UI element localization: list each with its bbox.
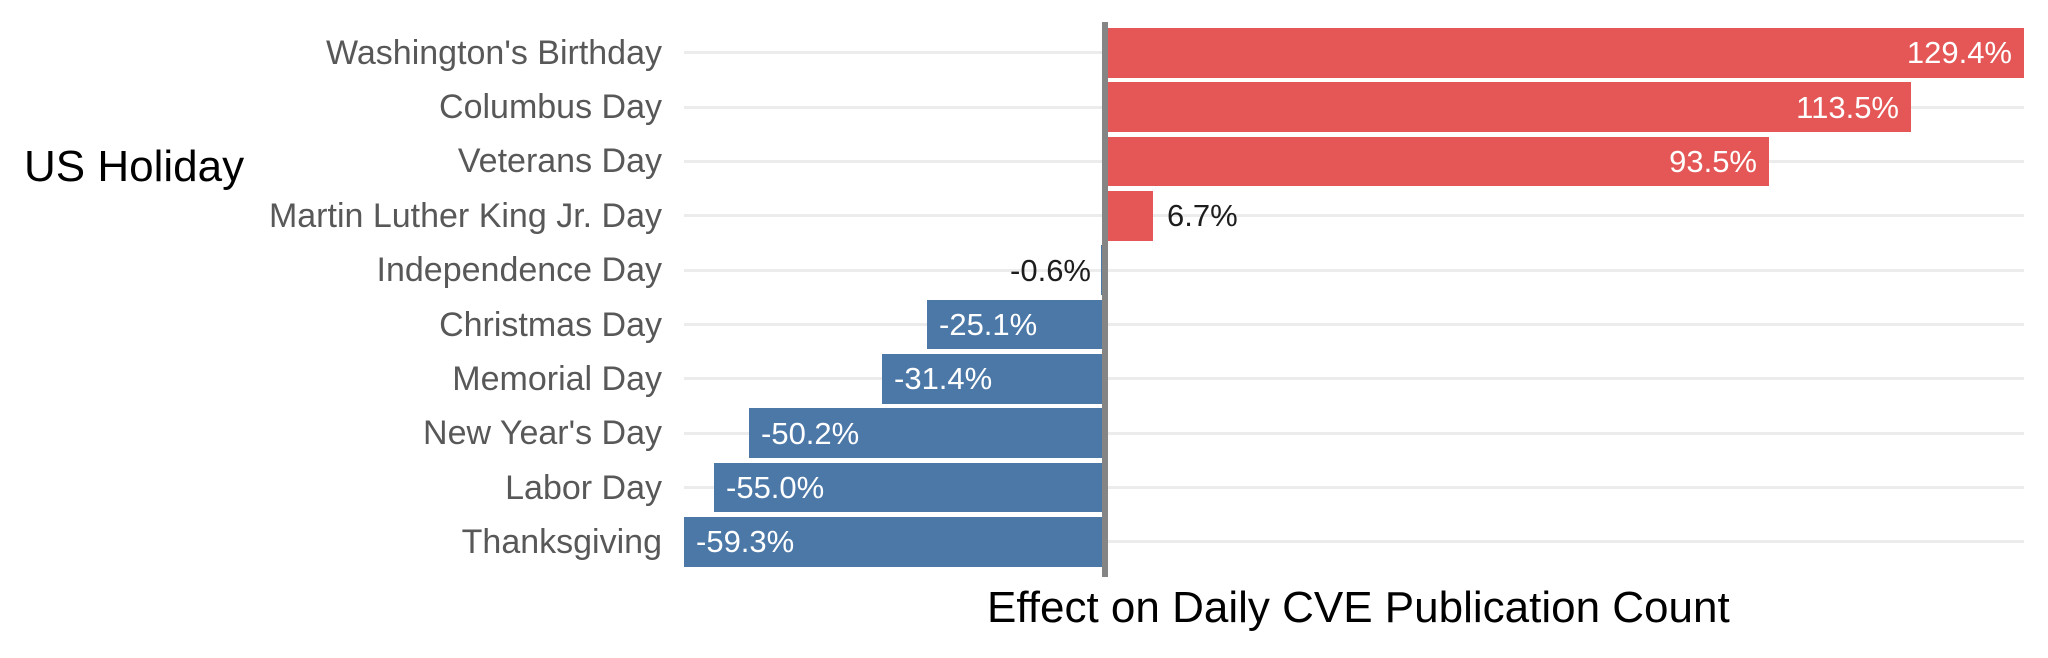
- bar-value-label: -0.6%: [1010, 252, 1091, 288]
- category-label: Labor Day: [505, 468, 662, 507]
- bar-value-label: 6.7%: [1167, 198, 1238, 234]
- bar: [714, 462, 1105, 513]
- category-label: Martin Luther King Jr. Day: [268, 196, 662, 235]
- bar: [1105, 136, 1769, 187]
- category-label: Thanksgiving: [461, 522, 662, 561]
- bar-value-label: -50.2%: [761, 415, 860, 451]
- bar-value-label: -25.1%: [939, 307, 1038, 342]
- bar-value-label: -31.4%: [894, 361, 993, 397]
- gridline: [684, 431, 2024, 435]
- x-axis-title: Effect on Daily CVE Publication Count: [987, 583, 1730, 632]
- bar: [1105, 191, 1153, 241]
- bar: [1105, 28, 2024, 78]
- category-label: Memorial Day: [452, 359, 662, 398]
- category-label: Washington's Birthday: [326, 33, 662, 72]
- gridline: [684, 540, 2024, 544]
- bar-value-label: -55.0%: [726, 470, 825, 506]
- bar: [684, 517, 1105, 567]
- gridline: [684, 486, 2024, 490]
- gridline: [684, 268, 2024, 272]
- bar-value-label: 93.5%: [1669, 143, 1757, 179]
- category-label: Christmas Day: [439, 305, 662, 344]
- bar: [749, 408, 1105, 458]
- category-label: Columbus Day: [439, 88, 662, 127]
- category-label: Veterans Day: [457, 142, 662, 181]
- zero-axis-line: [1102, 22, 1108, 577]
- bar: [882, 354, 1105, 404]
- bar: [1105, 82, 1911, 132]
- bar-value-label: -59.3%: [696, 524, 795, 560]
- gridline: [684, 377, 2024, 381]
- category-label: New Year's Day: [423, 414, 662, 453]
- bar-value-label: 113.5%: [1796, 89, 1899, 125]
- bar: [927, 299, 1105, 350]
- gridline: [684, 214, 2024, 218]
- gridline: [684, 323, 2024, 326]
- y-axis-title: US Holiday: [24, 142, 245, 191]
- bar-value-label: 129.4%: [1906, 35, 2012, 71]
- category-label: Independence Day: [376, 251, 662, 290]
